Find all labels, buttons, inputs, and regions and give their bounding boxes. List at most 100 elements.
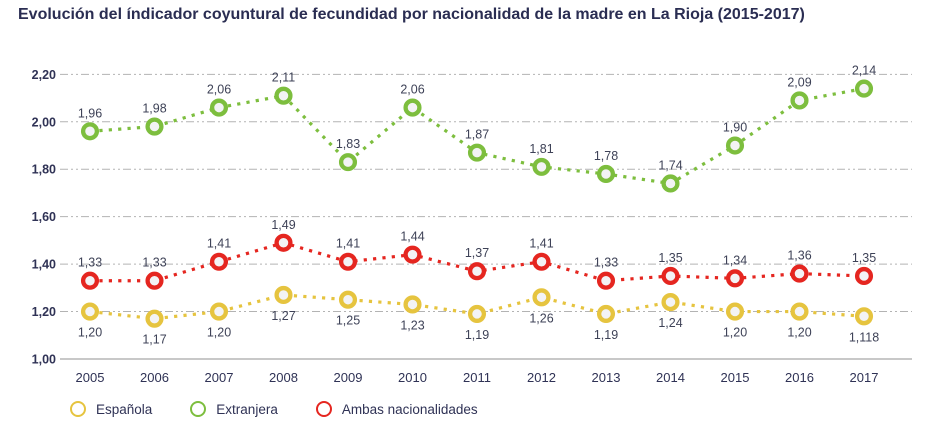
data-point-Ambas nacionalidades-2012 (532, 252, 551, 271)
x-tick-label-2014: 2014 (656, 370, 685, 385)
data-label-Española-2008: 1,27 (271, 309, 295, 323)
y-tick-label: 1,40 (32, 258, 56, 272)
data-point-Ambas nacionalidades-2006 (145, 271, 164, 290)
x-tick-label-2016: 2016 (785, 370, 814, 385)
data-label-Ambas nacionalidades-2007: 1,41 (207, 237, 231, 251)
data-point-Extranjera-2013 (596, 164, 616, 184)
data-label-Ambas nacionalidades-2010: 1,44 (400, 230, 424, 244)
data-point-Extranjera-2009 (338, 153, 358, 172)
legend-label-ambas: Ambas nacionalidades (341, 401, 478, 417)
espanola-ring-icon (70, 401, 86, 417)
chart-legend: Española Extranjera Ambas nacionalidades (70, 401, 478, 417)
data-point-Ambas nacionalidades-2008 (274, 233, 293, 252)
y-tick-label: 1,80 (32, 163, 56, 177)
data-point-Ambas nacionalidades-2011 (467, 262, 487, 281)
y-tick-label: 2,00 (32, 115, 56, 129)
data-point-Española-2006 (145, 309, 164, 328)
legend-label-espanola: Española (96, 401, 153, 417)
data-label-Ambas nacionalidades-2012: 1,41 (529, 237, 553, 251)
data-point-Extranjera-2008 (274, 86, 293, 105)
x-tick-label-2015: 2015 (721, 370, 750, 385)
extranjera-ring-icon (190, 401, 207, 417)
data-point-Española-2005 (80, 302, 100, 321)
data-point-Española-2014 (661, 293, 680, 312)
data-label-Ambas nacionalidades-2006: 1,33 (142, 256, 166, 270)
data-point-Ambas nacionalidades-2013 (596, 271, 616, 290)
data-label-Española-2007: 1,20 (207, 326, 231, 340)
x-tick-label-2010: 2010 (398, 370, 427, 385)
data-label-Extranjera-2007: 2,06 (207, 83, 231, 97)
data-point-Extranjera-2011 (467, 143, 487, 162)
data-label-Extranjera-2005: 1,96 (78, 106, 102, 120)
x-tick-label-2006: 2006 (140, 370, 169, 385)
y-tick-label: 1,00 (32, 353, 56, 367)
data-point-Española-2012 (532, 288, 551, 307)
data-point-Española-2008 (274, 285, 293, 305)
y-tick-label: 1,20 (32, 305, 56, 319)
x-tick-label-2007: 2007 (205, 370, 234, 385)
x-tick-label-2009: 2009 (334, 370, 363, 385)
data-point-Española-2013 (596, 304, 616, 323)
data-point-Ambas nacionalidades-2016 (790, 264, 809, 283)
x-tick-label-2013: 2013 (592, 370, 621, 385)
data-label-Ambas nacionalidades-2005: 1,33 (78, 256, 102, 270)
data-label-Española-2006: 1,17 (142, 333, 166, 347)
data-label-Extranjera-2015: 1,90 (723, 121, 747, 135)
data-point-Ambas nacionalidades-2015 (725, 269, 745, 288)
data-label-Extranjera-2014: 1,74 (658, 158, 682, 172)
data-point-Española-2011 (467, 304, 487, 323)
chart-title: Evolución del índicador coyuntural de fe… (18, 6, 805, 23)
data-label-Española-2014: 1,24 (658, 316, 682, 330)
x-tick-label-2008: 2008 (269, 370, 298, 385)
data-label-Extranjera-2009: 1,83 (336, 137, 360, 151)
data-point-Extranjera-2005 (80, 122, 100, 141)
ambas-ring-icon (315, 401, 332, 417)
data-point-Extranjera-2017 (854, 79, 874, 98)
data-label-Española-2009: 1,25 (336, 314, 360, 328)
data-label-Ambas nacionalidades-2009: 1,41 (336, 237, 360, 251)
data-point-Extranjera-2016 (790, 91, 809, 110)
data-point-Ambas nacionalidades-2014 (661, 266, 680, 286)
data-label-Ambas nacionalidades-2013: 1,33 (594, 256, 618, 270)
data-label-Española-2012: 1,26 (529, 311, 553, 325)
data-label-Extranjera-2017: 2,14 (852, 64, 876, 78)
data-label-Extranjera-2012: 1,81 (529, 142, 553, 156)
data-point-Extranjera-2012 (532, 157, 551, 176)
data-point-Extranjera-2007 (209, 98, 229, 117)
data-point-Ambas nacionalidades-2010 (403, 245, 422, 264)
data-point-Extranjera-2010 (403, 98, 422, 117)
y-tick-label: 1,60 (32, 210, 56, 224)
data-label-Española-2017: 1,118 (849, 330, 879, 344)
data-point-Ambas nacionalidades-2017 (854, 266, 874, 286)
data-point-Española-2016 (790, 302, 809, 321)
legend-label-extranjera: Extranjera (216, 401, 278, 417)
data-label-Española-2010: 1,23 (400, 318, 424, 332)
data-label-Extranjera-2016: 2,09 (787, 75, 811, 89)
x-tick-label-2005: 2005 (76, 370, 105, 385)
data-label-Ambas nacionalidades-2008: 1,49 (271, 218, 295, 232)
data-point-Extranjera-2014 (661, 174, 680, 193)
data-label-Extranjera-2008: 2,11 (272, 71, 295, 85)
data-point-Española-2017 (854, 307, 874, 326)
data-point-Española-2015 (725, 302, 745, 321)
data-point-Española-2009 (338, 290, 358, 309)
data-label-Española-2013: 1,19 (594, 328, 618, 342)
legend-item-ambas: Ambas nacionalidades (315, 401, 478, 417)
data-point-Ambas nacionalidades-2007 (209, 252, 229, 271)
data-label-Ambas nacionalidades-2011: 1,37 (465, 246, 489, 260)
data-point-Ambas nacionalidades-2005 (80, 271, 100, 290)
data-label-Ambas nacionalidades-2016: 1,36 (787, 249, 811, 263)
data-label-Española-2015: 1,20 (723, 326, 747, 340)
data-label-Ambas nacionalidades-2017: 1,35 (852, 251, 876, 265)
y-tick-label: 2,20 (32, 68, 56, 82)
data-point-Española-2010 (403, 295, 422, 314)
x-tick-label-2017: 2017 (850, 370, 879, 385)
data-label-Extranjera-2011: 1,87 (465, 128, 489, 142)
data-label-Ambas nacionalidades-2015: 1,34 (723, 253, 747, 267)
x-tick-label-2012: 2012 (527, 370, 556, 385)
fertility-line-chart: 1,00 1,20 1,40 1,60 1,80 2,00 2,20 2005 2006 2007… (32, 64, 912, 385)
data-point-Ambas nacionalidades-2009 (338, 252, 358, 271)
data-label-Extranjera-2013: 1,78 (594, 149, 618, 163)
data-label-Española-2016: 1,20 (787, 326, 811, 340)
